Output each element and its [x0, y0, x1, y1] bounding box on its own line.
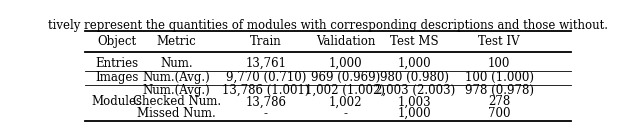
Text: Images: Images [95, 71, 139, 84]
Text: -: - [264, 107, 268, 120]
Text: 700: 700 [488, 107, 510, 120]
Text: Num.(Avg.): Num.(Avg.) [143, 71, 211, 84]
Text: Num.(Avg.): Num.(Avg.) [143, 84, 211, 97]
Text: Validation: Validation [316, 35, 375, 48]
Text: Entries: Entries [95, 57, 139, 70]
Text: 1,002 (1.002): 1,002 (1.002) [305, 84, 385, 97]
Text: 980 (0.980): 980 (0.980) [380, 71, 449, 84]
Text: 100 (1.000): 100 (1.000) [465, 71, 534, 84]
Text: Train: Train [250, 35, 282, 48]
Text: 278: 278 [488, 95, 510, 108]
Text: Test MS: Test MS [390, 35, 439, 48]
Text: 13,786: 13,786 [246, 95, 287, 108]
Text: 9,770 (0.710): 9,770 (0.710) [226, 71, 306, 84]
Text: 1,003: 1,003 [398, 95, 431, 108]
Text: Metric: Metric [157, 35, 196, 48]
Text: 1,002: 1,002 [328, 95, 362, 108]
Text: Num.: Num. [161, 57, 193, 70]
Text: 13,786 (1.001): 13,786 (1.001) [222, 84, 310, 97]
Text: Object: Object [98, 35, 137, 48]
Text: 2,003 (2.003): 2,003 (2.003) [374, 84, 455, 97]
Text: tively represent the quantities of modules with corresponding descriptions and t: tively represent the quantities of modul… [48, 19, 608, 32]
Text: Checked Num.: Checked Num. [132, 95, 221, 108]
Text: 100: 100 [488, 57, 510, 70]
Text: Modules: Modules [92, 95, 143, 108]
Text: 969 (0.969): 969 (0.969) [311, 71, 380, 84]
Text: 1,000: 1,000 [328, 57, 362, 70]
Text: -: - [344, 107, 348, 120]
Text: Missed Num.: Missed Num. [138, 107, 216, 120]
Text: 978 (0.978): 978 (0.978) [465, 84, 534, 97]
Text: Test IV: Test IV [478, 35, 520, 48]
Text: 1,000: 1,000 [398, 57, 431, 70]
Text: 13,761: 13,761 [246, 57, 287, 70]
Text: 1,000: 1,000 [398, 107, 431, 120]
